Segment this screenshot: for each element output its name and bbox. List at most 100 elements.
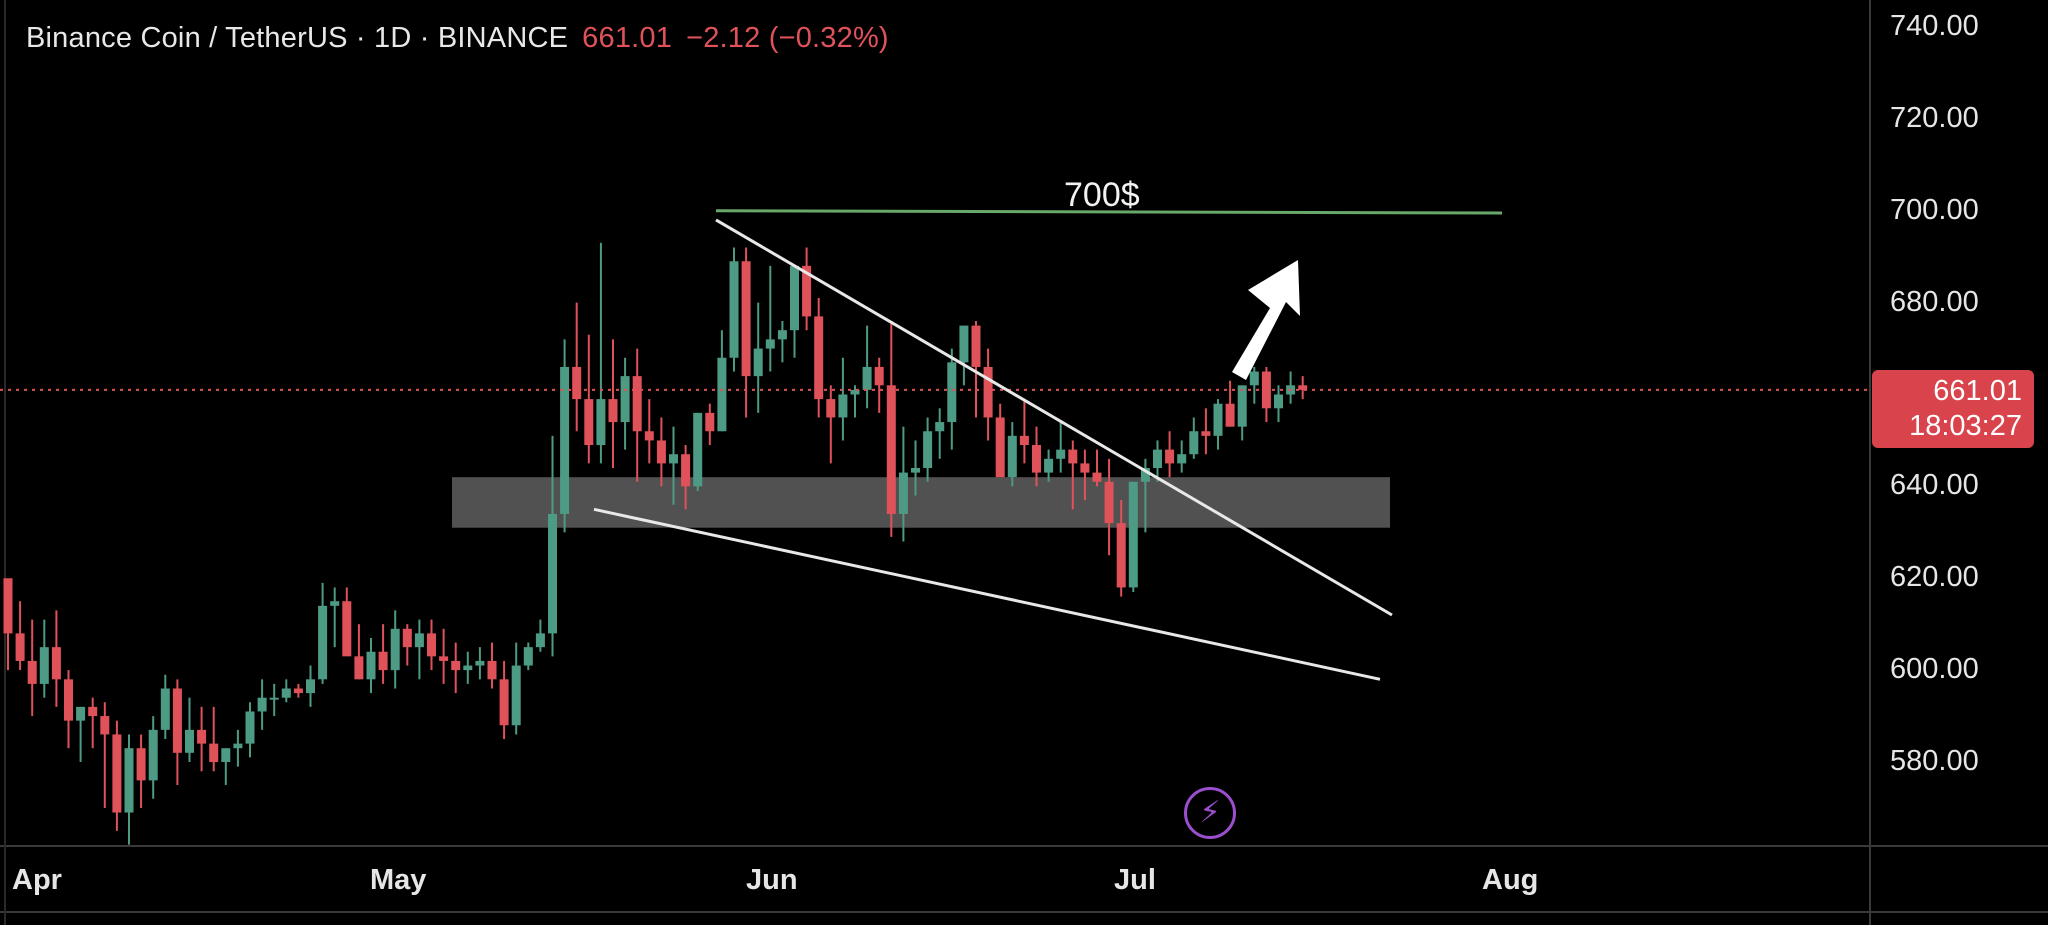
candle-body[interactable] [1274,394,1283,409]
candle-body[interactable] [15,633,25,661]
candle-body[interactable] [862,366,872,390]
candle-body[interactable] [1153,449,1162,468]
candle-body[interactable] [729,261,739,358]
candle-body[interactable] [656,440,666,464]
candle-body[interactable] [390,628,400,671]
candle-body[interactable] [366,651,376,680]
candle-body[interactable] [838,394,848,418]
candle-body[interactable] [293,688,303,694]
candle-body[interactable] [318,605,328,680]
candle-body[interactable] [1165,449,1175,464]
candle-body[interactable] [257,697,267,712]
candle-body[interactable] [1298,385,1308,390]
candle-body[interactable] [306,679,315,694]
candle-body[interactable] [741,261,751,377]
candle-body[interactable] [935,422,945,432]
candle-body[interactable] [1032,445,1041,473]
candle-body[interactable] [850,389,860,395]
candle-body[interactable] [269,697,279,700]
candle-body[interactable] [523,647,533,666]
candle-body[interactable] [451,660,461,671]
candle-body[interactable] [717,357,727,432]
candle-body[interactable] [1080,463,1090,473]
candle-body[interactable] [511,665,521,726]
symbol-title[interactable]: Binance Coin / TetherUS · 1D · BINANCE [26,22,569,54]
candle-body[interactable] [209,743,219,762]
candle-body[interactable] [185,729,194,753]
candle-body[interactable] [1189,431,1199,455]
candle-body[interactable] [765,339,775,349]
candle-body[interactable] [136,748,146,781]
breakout-arrow[interactable] [1232,260,1300,380]
candle-body[interactable] [112,734,122,813]
candle-body[interactable] [499,679,509,726]
candle-body[interactable] [669,454,678,464]
candle-body[interactable] [1128,481,1138,588]
candle-body[interactable] [51,647,61,680]
candle-body[interactable] [1237,385,1247,427]
candle-body[interactable] [1044,458,1054,473]
candle-body[interactable] [814,316,824,400]
candle-body[interactable] [560,366,570,514]
candle-body[interactable] [100,716,110,735]
candle-body[interactable] [983,366,993,418]
candle-body[interactable] [475,660,485,666]
resistance-line[interactable] [715,209,1503,215]
candle-body[interactable] [777,330,787,340]
candle-body[interactable] [584,399,594,446]
candle-body[interactable] [1104,481,1114,524]
candle-body[interactable] [620,376,630,423]
candle-body[interactable] [39,647,49,684]
candle-body[interactable] [971,325,981,367]
candle-body[interactable] [911,468,920,473]
candle-body[interactable] [414,633,424,648]
candle-body[interactable] [160,688,170,730]
candle-body[interactable] [1056,449,1066,459]
candle-body[interactable] [233,743,243,749]
candle-body[interactable] [342,601,352,657]
candle-body[interactable] [1007,435,1017,478]
candle-body[interactable] [753,348,763,377]
support-zone[interactable] [452,477,1390,528]
candle-body[interactable] [923,431,933,468]
candle-body[interactable] [439,656,449,661]
upper-trendline[interactable] [715,218,1393,617]
candle-body[interactable] [1177,454,1187,464]
candle-body[interactable] [172,688,182,753]
resistance-label[interactable]: 700$ [1064,176,1140,214]
candle-body[interactable] [281,688,291,698]
candle-body[interactable] [1213,403,1223,436]
candle-body[interactable] [1019,435,1029,446]
candle-body[interactable] [330,601,340,606]
candle-body[interactable] [1201,431,1211,436]
lower-trendline[interactable] [593,507,1381,681]
candle-body[interactable] [64,679,73,721]
candle-body[interactable] [1225,403,1235,427]
candle-body[interactable] [1116,523,1126,588]
candle-body[interactable] [1092,472,1102,482]
candle-body[interactable] [124,748,134,813]
candle-body[interactable] [148,729,158,781]
candle-body[interactable] [1140,468,1150,482]
candle-body[interactable] [3,578,13,634]
candle-body[interactable] [427,633,436,657]
candle-body[interactable] [572,366,582,400]
candle-body[interactable] [608,399,618,423]
candle-body[interactable] [826,399,836,418]
candle-body[interactable] [548,513,557,634]
candle-body[interactable] [487,660,497,680]
candle-body[interactable] [959,325,969,363]
candle-body[interactable] [1068,449,1078,464]
candle-body[interactable] [354,656,364,680]
candle-body[interactable] [76,706,86,721]
candle-body[interactable] [644,431,654,441]
candle-body[interactable] [402,628,412,648]
candle-body[interactable] [197,729,207,744]
candle-body[interactable] [535,633,545,648]
candle-body[interactable] [596,399,606,446]
candle-body[interactable] [463,665,473,671]
candle-body[interactable] [947,362,957,423]
candle-body[interactable] [874,366,884,386]
candle-body[interactable] [1249,371,1259,386]
